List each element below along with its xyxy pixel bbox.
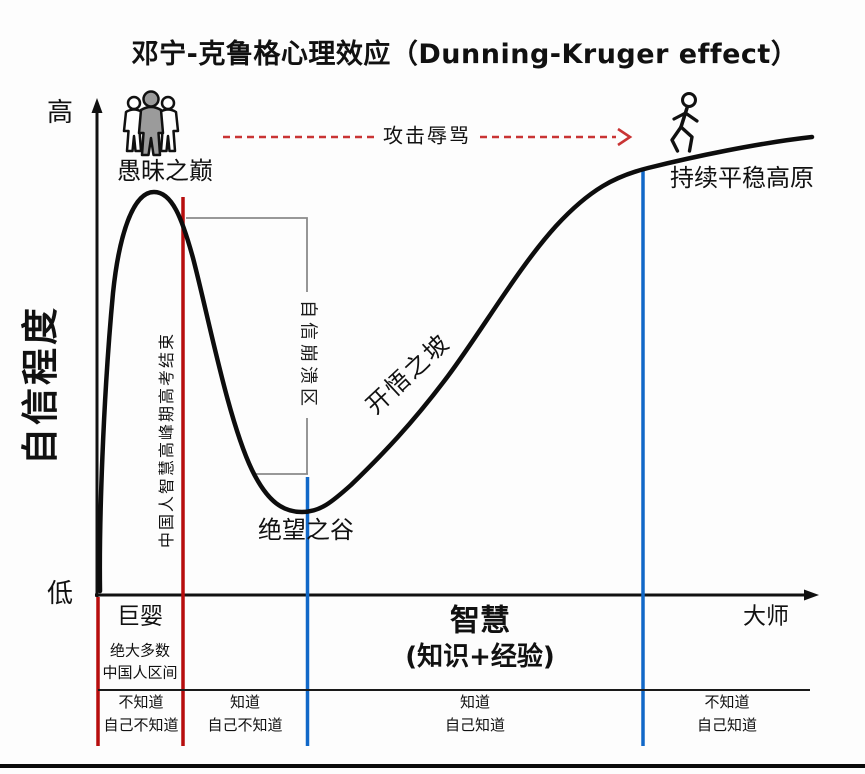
zone-2-line-2: 自己不知道 bbox=[207, 716, 283, 734]
zone-4-line-2: 自己知道 bbox=[696, 716, 758, 734]
x-axis bbox=[95, 589, 819, 601]
y-axis-low-label: 低 bbox=[46, 578, 74, 609]
stage-baby-label: 巨婴 bbox=[117, 603, 163, 630]
zone-3-line-2: 自己知道 bbox=[444, 716, 506, 734]
valley-label: 绝望之谷 bbox=[258, 516, 354, 544]
baby-note: 绝大多数 中国人区间 bbox=[102, 640, 177, 684]
collapse-zone-bracket bbox=[186, 217, 308, 475]
y-axis bbox=[91, 98, 103, 597]
crowd-icon bbox=[122, 90, 180, 157]
red-line-note: 中国人智慧高峰期高考结束 bbox=[157, 331, 176, 549]
stage-master-label: 大师 bbox=[743, 603, 789, 630]
y-axis-title: 自信程度 bbox=[18, 305, 62, 465]
stage-wisdom-label: 智慧 bbox=[450, 603, 510, 639]
knowledge-zone-3: 知道 自己知道 bbox=[445, 691, 505, 738]
zone-3-line-1: 知道 bbox=[459, 692, 491, 711]
knowledge-zone-1: 不知道 自己不知道 bbox=[103, 691, 178, 738]
peak-label: 愚昧之巅 bbox=[117, 157, 213, 185]
baby-note-line1: 绝大多数 bbox=[109, 641, 171, 660]
baby-note-line2: 中国人区间 bbox=[102, 663, 178, 681]
stage-wisdom-sub-label: (知识+经验) bbox=[405, 641, 555, 672]
zone-1-line-2: 自己不知道 bbox=[103, 716, 179, 734]
knowledge-zone-4: 不知道 自己知道 bbox=[697, 691, 757, 738]
y-axis-high-label: 高 bbox=[46, 97, 74, 128]
plateau-label: 持续平稳高原 bbox=[670, 164, 814, 192]
knowledge-zone-2: 知道 自己不知道 bbox=[207, 691, 282, 738]
zone-2-line-1: 知道 bbox=[229, 692, 261, 711]
chart-title: 邓宁-克鲁格心理效应（Dunning-Kruger effect） bbox=[131, 39, 799, 71]
walking-person-icon bbox=[670, 92, 699, 153]
confidence-curve bbox=[97, 134, 815, 594]
attack-arrow bbox=[223, 127, 633, 147]
zone-1-line-1: 不知道 bbox=[118, 692, 164, 711]
zone-4-line-1: 不知道 bbox=[704, 692, 750, 711]
collapse-zone-label: 自信崩溃区 bbox=[297, 300, 319, 410]
attack-arrow-label: 攻击辱骂 bbox=[383, 123, 471, 148]
